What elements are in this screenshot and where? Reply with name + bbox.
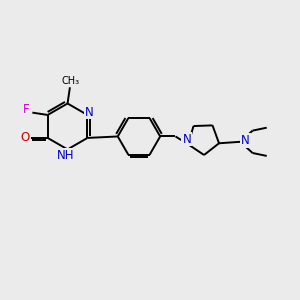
Text: N: N [182,133,191,146]
Text: N: N [241,134,250,147]
Text: O: O [20,131,29,144]
Text: NH: NH [57,149,75,162]
Text: F: F [23,103,30,116]
Text: N: N [85,106,93,118]
Text: CH₃: CH₃ [62,76,80,86]
